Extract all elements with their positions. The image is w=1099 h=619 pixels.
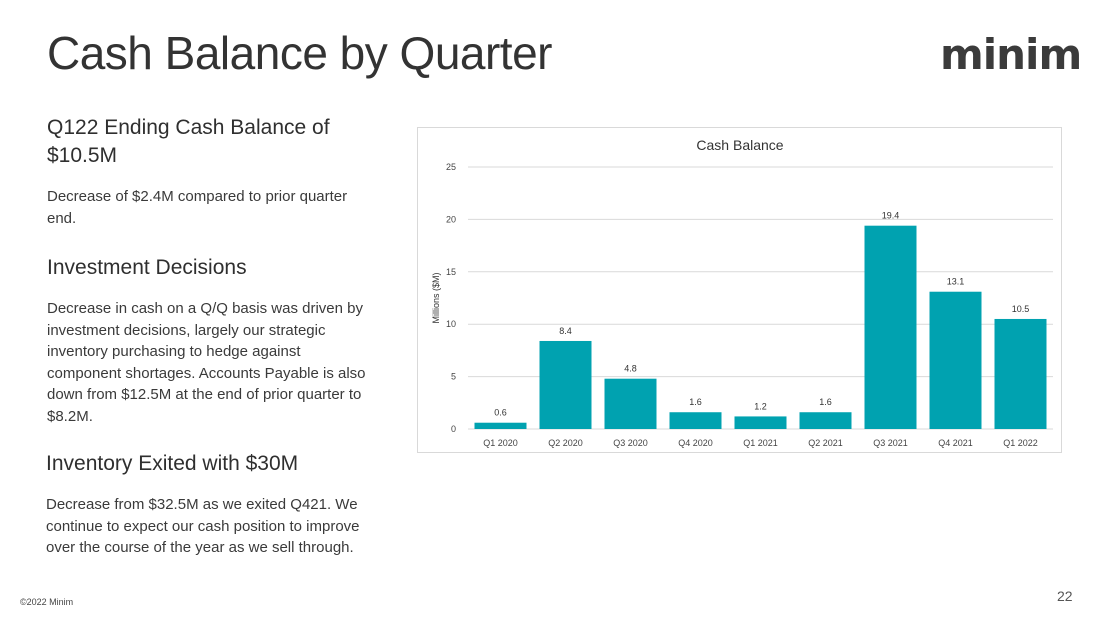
y-tick-label: 20 [446,214,456,224]
x-tick-labels: Q1 2020 Q2 2020 Q3 2020 Q4 2020 Q1 2021 Q2 20… [483,438,1038,448]
y-tick-label: 0 [451,424,456,434]
section-heading-investment: Investment Decisions [47,256,247,279]
slide-title: Cash Balance by Quarter [47,27,553,79]
data-label: 10.5 [1012,304,1030,314]
data-label: 13.1 [947,277,965,287]
x-tick-label: Q1 2022 [1003,438,1038,448]
section-heading-inventory: Inventory Exited with $30M [46,452,299,475]
data-label: 4.8 [624,364,637,374]
x-tick-label: Q2 2021 [808,438,843,448]
bars [474,225,1047,429]
x-tick-label: Q2 2020 [548,438,583,448]
data-labels: 0.6 8.4 4.8 1.6 1.2 1.6 19.4 13.1 10.5 [494,211,1029,418]
section-heading-cash-balance: Q122 Ending Cash Balance of $10.5M [47,116,330,167]
bar [799,412,852,429]
data-label: 1.6 [819,397,832,407]
cash-balance-chart: Cash Balance Millions ($M) 0.6 8.4 4.8 1.6 1… [417,127,1062,453]
chart-svg: Cash Balance Millions ($M) 0.6 8.4 4.8 1.6 1… [431,137,1053,448]
chart-title: Cash Balance [696,137,783,153]
bar [929,291,982,429]
data-label: 19.4 [882,211,900,221]
bar [539,340,592,429]
x-tick-label: Q4 2020 [678,438,713,448]
minim-logo: minim [940,30,1082,79]
bar [994,318,1047,429]
copyright-text: ©2022 Minim [20,597,74,607]
data-label: 8.4 [559,326,572,336]
y-tick-label: 15 [446,267,456,277]
y-tick-label: 10 [446,319,456,329]
bar [734,416,787,429]
data-label: 1.6 [689,397,702,407]
x-tick-label: Q4 2021 [938,438,973,448]
bar [474,422,527,429]
x-tick-label: Q1 2020 [483,438,518,448]
y-tick-label: 5 [451,372,456,382]
section-body-cash-balance: Decrease of $2.4M compared to prior quar… [47,188,348,227]
x-tick-label: Q3 2020 [613,438,648,448]
x-tick-label: Q3 2021 [873,438,908,448]
y-tick-label: 25 [446,162,456,172]
y-axis-label: Millions ($M) [431,272,441,323]
data-label: 1.2 [754,401,767,411]
x-tick-label: Q1 2021 [743,438,778,448]
bar [864,225,917,429]
page-number: 22 [1057,588,1073,604]
section-body-inventory: Decrease from $32.5M as we exited Q421. … [46,496,360,556]
section-body-investment: Decrease in cash on a Q/Q basis was driv… [47,300,366,425]
y-tick-labels: 0 5 10 15 20 25 [446,162,456,434]
bar [669,412,722,429]
data-label: 0.6 [494,408,507,418]
bar [604,378,657,429]
